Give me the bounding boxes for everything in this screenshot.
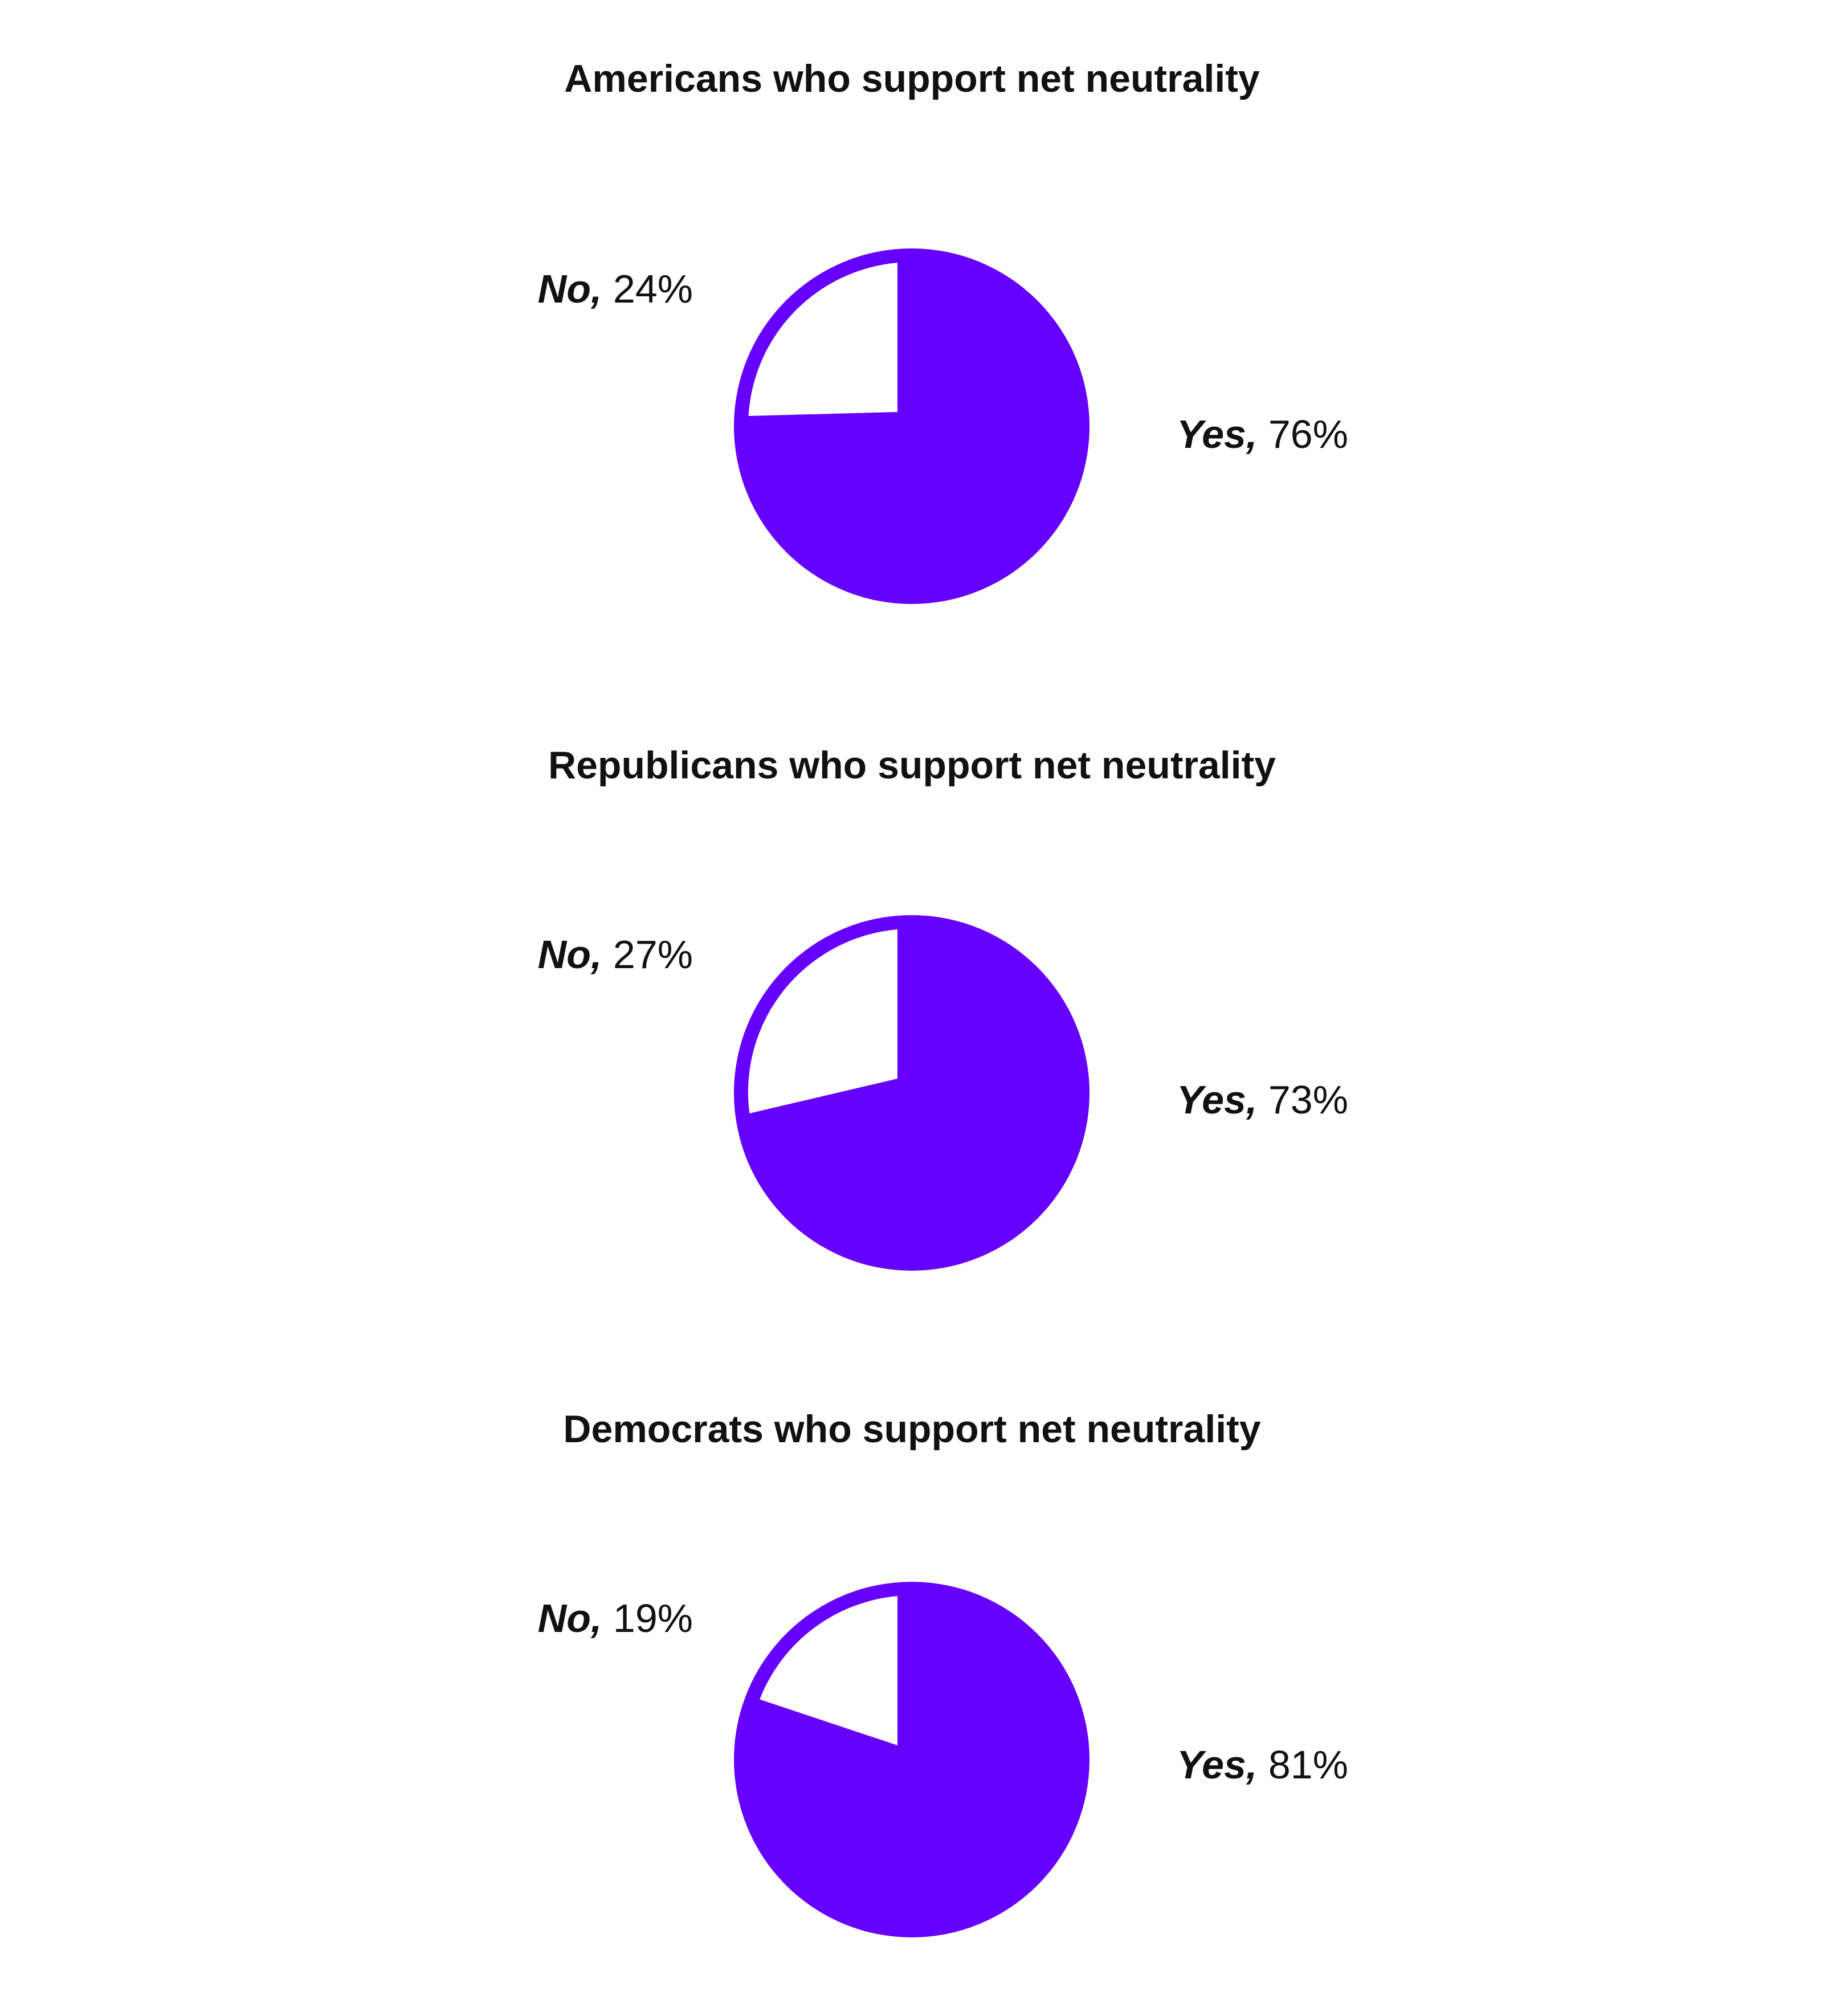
- slice-label-no: No, 27%: [537, 932, 693, 977]
- pie-chart-americans: Americans who support net neutrality No,…: [0, 0, 1824, 655]
- slice-value: 73%: [1268, 1078, 1348, 1122]
- slice-label-no: No, 24%: [537, 267, 693, 311]
- pie-chart-republicans: Republicans who support net neutrality N…: [0, 0, 1824, 1271]
- slice-label-no: No, 19%: [537, 1596, 693, 1640]
- slice-category: Yes: [1177, 1742, 1246, 1787]
- pie: [734, 1582, 1089, 1937]
- slice-value: 81%: [1268, 1742, 1348, 1787]
- pie-chart-democrats: Democrats who support net neutrality No,…: [0, 0, 1824, 1937]
- slice-category: No: [537, 267, 591, 311]
- pie-slice-no: [748, 263, 897, 416]
- slice-value: 76%: [1268, 412, 1348, 456]
- slice-value: 19%: [613, 1596, 693, 1640]
- chart-title: Republicans who support net neutrality: [548, 744, 1276, 787]
- slice-value: 24%: [613, 267, 693, 311]
- slice-value: 27%: [613, 932, 693, 977]
- slice-category: Yes: [1177, 1078, 1246, 1122]
- chart-title: Americans who support net neutrality: [564, 57, 1260, 100]
- slice-label-yes: Yes, 73%: [1177, 1078, 1348, 1122]
- slice-category: Yes: [1177, 412, 1246, 456]
- pie-slice-no: [748, 929, 897, 1113]
- pie-slice-no: [760, 1596, 897, 1745]
- slice-label-yes: Yes, 81%: [1177, 1742, 1348, 1787]
- chart-title: Democrats who support net neutrality: [563, 1407, 1261, 1451]
- pie: [734, 915, 1089, 1271]
- slice-category: No: [537, 1596, 591, 1640]
- slice-category: No: [537, 932, 591, 977]
- pie-slice-yes: [734, 1582, 1089, 1937]
- pie: [734, 248, 1089, 604]
- slice-label-yes: Yes, 76%: [1177, 412, 1348, 456]
